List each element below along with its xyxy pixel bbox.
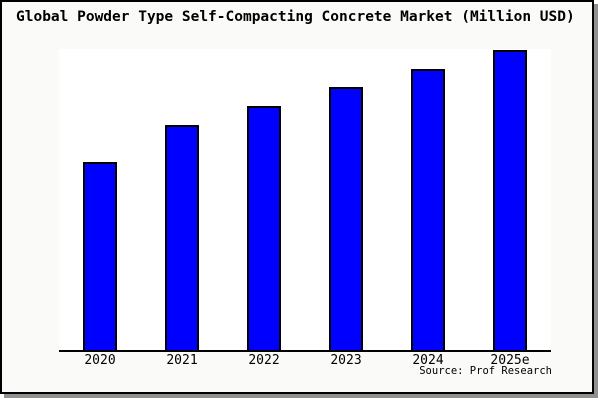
x-axis-labels: 2020 2021 2022 2023 2024 2025e	[59, 354, 551, 368]
x-tick-label-2022: 2022	[248, 353, 280, 368]
bar-2024	[411, 69, 445, 350]
bar-slot-2025e	[469, 49, 551, 350]
x-tick-label-2021: 2021	[166, 353, 198, 368]
bar-2020	[83, 162, 117, 350]
x-tick-label-2023: 2023	[330, 353, 362, 368]
bar-2025e	[493, 50, 527, 350]
bar-2021	[165, 125, 199, 350]
bar-slot-2022	[223, 49, 305, 350]
chart-title: Global Powder Type Self-Compacting Concr…	[16, 9, 575, 25]
x-tick-label-2024: 2024	[412, 353, 444, 368]
plot-area	[59, 49, 551, 352]
bar-slot-2020	[59, 49, 141, 350]
bar-2022	[247, 106, 281, 350]
x-tick-label-2025e: 2025e	[490, 353, 530, 368]
bars-container	[59, 49, 551, 350]
bar-slot-2024	[387, 49, 469, 350]
bar-slot-2023	[305, 49, 387, 350]
chart-frame: Global Powder Type Self-Compacting Concr…	[0, 0, 594, 394]
bar-2023	[329, 87, 363, 350]
source-credit: Source: Prof Research	[419, 365, 552, 377]
x-tick-label-2020: 2020	[84, 353, 116, 368]
bar-slot-2021	[141, 49, 223, 350]
